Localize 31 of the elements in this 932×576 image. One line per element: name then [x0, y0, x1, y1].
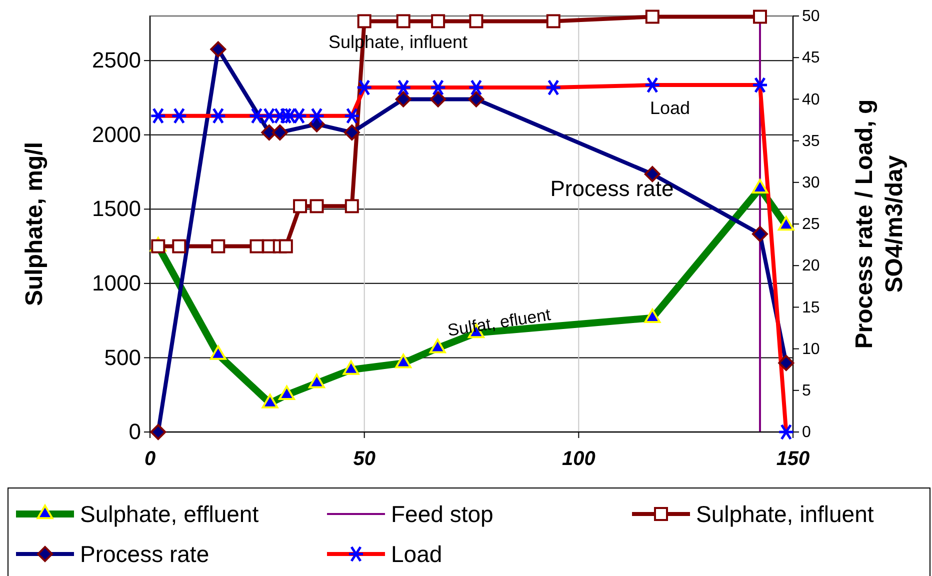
legend-label: Load — [391, 541, 442, 567]
x-tick-label: 50 — [353, 448, 376, 470]
legend-label: Sulphate, effluent — [80, 501, 260, 527]
y2-axis-title: Process rate / Load, g SO4/m3/day — [851, 99, 908, 349]
y2-tick-label: 30 — [802, 174, 820, 192]
y2-tick-label: 0 — [802, 424, 811, 442]
annotation: Sulfat, efluent — [446, 305, 552, 340]
annotation: Process rate — [550, 176, 674, 201]
y2-tick-label: 25 — [802, 216, 820, 234]
x-tick-label: 150 — [776, 448, 810, 470]
y-tick-label: 2000 — [92, 122, 141, 147]
x-tick-label: 0 — [144, 448, 156, 470]
y2-tick-label: 45 — [802, 50, 820, 67]
legend-label: Sulphate, influent — [696, 501, 874, 527]
x-tick-label: 100 — [562, 448, 596, 470]
y2-tick-label: 40 — [802, 91, 820, 108]
legend-label: Process rate — [80, 541, 210, 567]
y2-tick-label: 35 — [802, 132, 820, 150]
y2-tick-label: 10 — [802, 340, 820, 358]
y2-tick-label: 5 — [802, 382, 811, 400]
y2-tick-label: 15 — [802, 299, 820, 316]
annotation: Load — [650, 98, 690, 118]
y-axis-title: Sulphate, mg/l — [21, 142, 48, 306]
y-tick-label: 500 — [104, 344, 141, 370]
y-tick-label: 0 — [128, 419, 141, 444]
y-tick-label: 2500 — [92, 48, 141, 73]
y-tick-label: 1000 — [92, 270, 141, 296]
y-tick-label: 1500 — [92, 196, 141, 222]
legend-label: Feed stop — [391, 501, 494, 527]
y2-tick-label: 20 — [802, 258, 820, 275]
y2-tick-label: 50 — [802, 8, 820, 26]
